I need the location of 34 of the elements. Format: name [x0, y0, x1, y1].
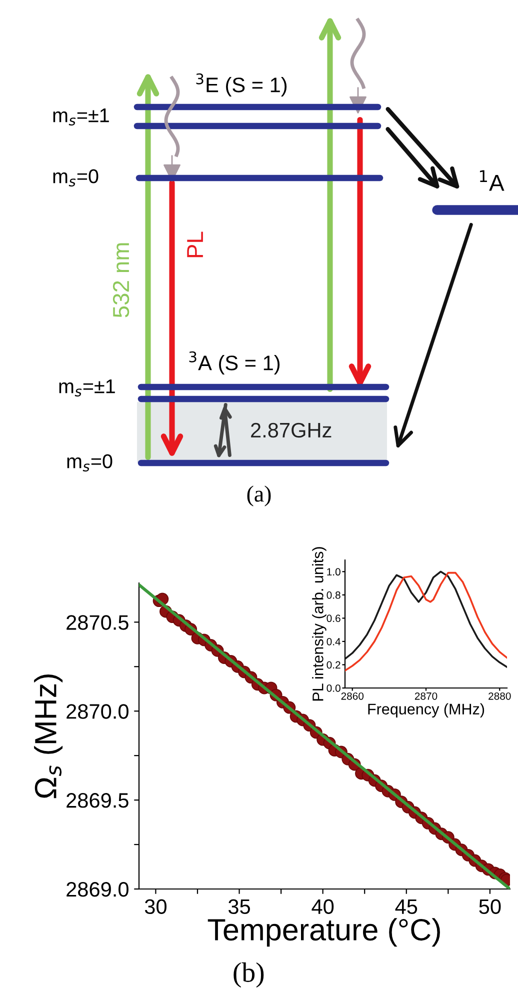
text: $^{3}$E (S = 1): [196, 73, 287, 96]
x-tick-label: 50: [479, 899, 501, 914]
text: $^{3}$A (S = 1): [189, 351, 280, 374]
x-tick-label: 30: [144, 899, 166, 914]
text: m$_{s}$=0: [53, 169, 98, 187]
y-tick-label: 0.2: [326, 661, 340, 669]
y-tick-label: 2869.0: [66, 882, 128, 897]
text: m$_{s}$=0: [67, 454, 112, 472]
x-tick-label: 2880: [488, 692, 511, 700]
text: PL: [187, 232, 203, 258]
text: m$_{s}$=±1: [59, 379, 115, 397]
text: 2.87GHz: [251, 422, 332, 438]
y-axis-title: Ω$_{s}$ (MHz): [34, 674, 63, 798]
text: $^{1}$A: [480, 170, 504, 191]
x-tick-label: 35: [228, 899, 250, 914]
y-tick-label: 1.0: [327, 568, 340, 576]
x-tick-label: 40: [312, 899, 334, 914]
y-tick-label: 2870.0: [66, 704, 128, 719]
text: 532 nm: [112, 243, 130, 318]
text: m$_{s}$=±1: [53, 108, 109, 126]
y-tick-label: 0.6: [326, 614, 340, 622]
x-tick-label: 2860: [341, 692, 364, 700]
x-axis-title: Frequency (MHz): [368, 703, 484, 718]
x-axis-title: Temperature (°C): [208, 918, 440, 947]
text: (a): [247, 486, 271, 506]
y-tick-label: 0.8: [326, 591, 340, 599]
y-tick-label: 2870.5: [66, 615, 128, 630]
y-tick-label: 0.4: [326, 638, 341, 646]
y-tick-label: 0.0: [326, 684, 340, 692]
x-tick-label: 2870: [414, 692, 438, 700]
y-axis-title: PL intensity (arb. units): [312, 547, 326, 701]
text: (b): [234, 962, 264, 988]
x-tick-label: 45: [395, 899, 418, 914]
y-tick-label: 2869.5: [66, 793, 128, 808]
